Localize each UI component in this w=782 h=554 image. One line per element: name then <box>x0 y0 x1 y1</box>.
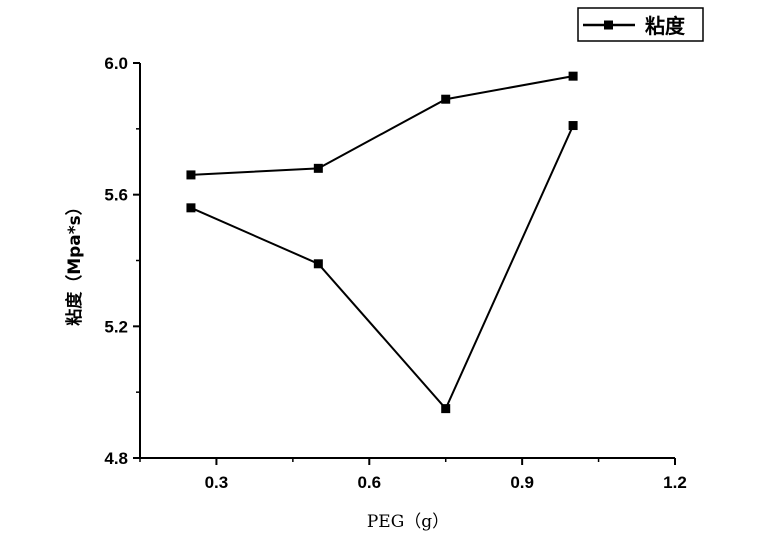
markers <box>186 71 578 414</box>
data-point-marker <box>186 170 196 180</box>
data-point-marker <box>313 259 323 269</box>
data-point-marker <box>186 203 196 213</box>
x-tick-label: 0.3 <box>205 473 229 492</box>
y-tick-label: 5.2 <box>104 317 128 336</box>
y-tick-label: 4.8 <box>104 449 128 468</box>
ticks: 0.3 0.6 0.9 1.2 4.8 5.2 5.6 6.0 <box>104 54 686 492</box>
series-line <box>190 75 574 176</box>
data-point-marker <box>568 121 578 131</box>
legend: 粘度 <box>577 7 704 42</box>
series-lines <box>190 75 575 411</box>
y-axis-title: 粘度（Mpa*s） <box>64 198 85 326</box>
legend-square-marker <box>604 20 613 30</box>
data-point-marker <box>441 404 451 414</box>
x-tick-label: 0.6 <box>357 473 381 492</box>
x-tick-label: 1.2 <box>663 473 687 492</box>
series-line <box>190 125 575 411</box>
x-tick-label: 0.9 <box>510 473 534 492</box>
x-axis-title: PEG（g） <box>367 512 449 532</box>
y-tick-label: 5.6 <box>104 186 128 205</box>
y-tick-label: 6.0 <box>104 54 128 73</box>
data-point-marker <box>568 71 578 81</box>
axes <box>139 63 675 459</box>
legend-label: 粘度 <box>645 14 686 38</box>
data-point-marker <box>313 163 323 173</box>
data-point-marker <box>441 94 451 104</box>
